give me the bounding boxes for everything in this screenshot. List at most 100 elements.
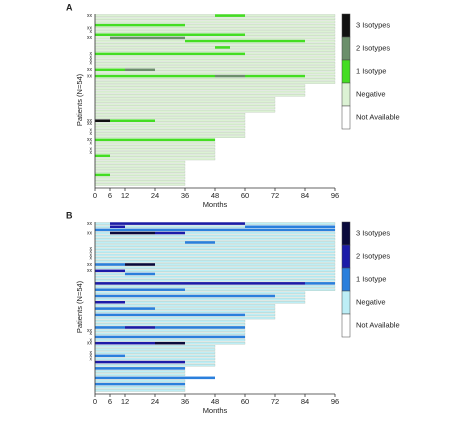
status-segment: [95, 119, 110, 122]
status-segment: [125, 263, 155, 266]
follow-up-bar: [94, 238, 336, 241]
follow-up-bar: [94, 364, 216, 367]
status-segment: [185, 39, 305, 43]
legend-swatch: [341, 82, 351, 107]
follow-up-bar: [94, 103, 276, 107]
x-tick-label: 48: [211, 191, 219, 200]
legend-label: Negative: [356, 297, 386, 306]
status-segment: [95, 228, 335, 232]
x-tick-label: 36: [181, 397, 189, 406]
row-label: x: [90, 337, 93, 343]
row-label: xx: [87, 26, 93, 32]
status-segment: [110, 222, 245, 225]
follow-up-bar: [94, 55, 336, 59]
follow-up-bar: [94, 93, 306, 97]
panel-label: A: [66, 2, 73, 12]
x-tick-label: 96: [331, 191, 339, 200]
legend-swatch: [341, 221, 351, 246]
x-tick-label: 60: [241, 191, 249, 200]
follow-up-bar: [94, 84, 306, 87]
status-segment: [155, 231, 185, 235]
y-axis-label: Patients (N=54): [75, 280, 84, 333]
follow-up-bar: [94, 329, 246, 332]
follow-up-bar: [94, 144, 216, 148]
legend-swatch: [341, 36, 351, 61]
follow-up-bar: [94, 370, 186, 373]
legend-swatch: [341, 267, 351, 292]
row-label: x: [90, 331, 93, 337]
status-segment: [95, 68, 125, 72]
legend-swatch: [341, 13, 351, 38]
status-segment: [95, 360, 185, 364]
follow-up-bar: [94, 135, 246, 138]
status-segment: [95, 326, 125, 329]
follow-up-bar: [94, 373, 186, 376]
row-label: x: [90, 249, 93, 255]
follow-up-bar: [94, 297, 306, 301]
y-axis-label: Patients (N=54): [75, 73, 84, 126]
status-segment: [155, 326, 245, 329]
status-segment: [95, 294, 275, 298]
follow-up-bar: [94, 148, 216, 151]
status-segment: [95, 154, 110, 158]
follow-up-bar: [94, 247, 336, 250]
follow-up-bar: [94, 164, 186, 167]
follow-up-bar: [94, 379, 186, 383]
row-label: xx: [87, 221, 93, 227]
status-segment: [95, 74, 215, 78]
follow-up-bar: [94, 285, 336, 288]
status-segment: [95, 23, 185, 27]
legend-label: Not Available: [356, 112, 400, 121]
row-label: xx: [87, 35, 93, 41]
follow-up-bar: [94, 332, 246, 335]
follow-up-bar: [94, 275, 336, 279]
x-tick-label: 24: [151, 191, 159, 200]
follow-up-bar: [94, 316, 276, 320]
legend-swatch: [341, 290, 351, 315]
x-tick-label: 6: [108, 397, 112, 406]
status-segment: [125, 326, 155, 329]
legend-swatch: [341, 59, 351, 84]
follow-up-bar: [94, 338, 246, 342]
follow-up-bar: [94, 154, 216, 157]
row-label: x: [90, 350, 93, 356]
legend-label: 3 Isotypes: [356, 20, 390, 29]
follow-up-bar: [94, 97, 276, 100]
row-label: xx: [87, 121, 93, 127]
row-label: x: [90, 353, 93, 359]
status-segment: [95, 354, 125, 358]
follow-up-bar: [94, 234, 336, 238]
follow-up-bar: [94, 27, 336, 30]
follow-up-bar: [94, 386, 186, 389]
x-tick-label: 0: [93, 397, 97, 406]
follow-up-bar: [94, 323, 246, 326]
follow-up-bar: [94, 30, 336, 33]
follow-up-bar: [94, 122, 246, 126]
x-tick-label: 96: [331, 397, 339, 406]
follow-up-bar: [94, 176, 186, 180]
row-label: xx: [87, 262, 93, 268]
follow-up-bar: [94, 78, 336, 81]
status-segment: [215, 46, 230, 49]
status-segment: [95, 288, 185, 291]
legend-swatch: [341, 313, 351, 338]
follow-up-bar: [94, 62, 336, 65]
legend-label: Not Available: [356, 320, 400, 329]
row-label: x: [90, 256, 93, 262]
status-segment: [155, 341, 185, 345]
x-tick-label: 84: [301, 397, 309, 406]
row-label: x: [90, 252, 93, 258]
row-label: xx: [87, 230, 93, 236]
row-label: xx: [87, 13, 93, 19]
status-segment: [215, 74, 245, 78]
follow-up-bar: [94, 141, 216, 145]
legend-swatch: [341, 105, 351, 130]
legend-label: Negative: [356, 89, 386, 98]
row-label: x: [90, 58, 93, 64]
x-tick-label: 72: [271, 397, 279, 406]
follow-up-bar: [94, 310, 276, 313]
status-segment: [245, 74, 305, 78]
status-segment: [95, 138, 215, 142]
status-segment: [95, 282, 305, 285]
